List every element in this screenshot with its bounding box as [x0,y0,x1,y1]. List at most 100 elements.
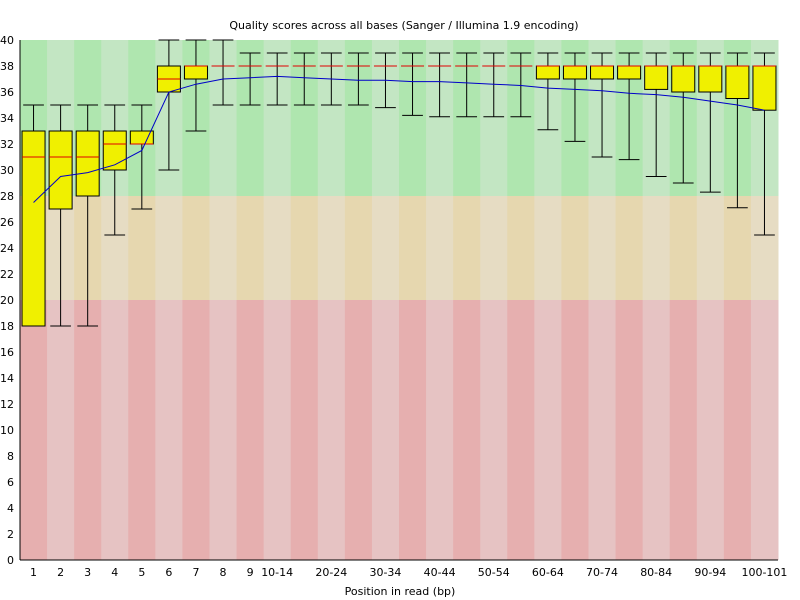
band-poor-stripe [182,300,210,560]
y-tick-label: 36 [0,86,14,99]
band-poor-stripe [263,300,292,560]
box [698,65,723,93]
y-tick-label: 0 [7,554,14,567]
band-poor-stripe [371,300,400,560]
band-reasonable-stripe [507,196,535,300]
x-tick-label: 1 [30,566,37,579]
band-reasonable-stripe [182,196,210,300]
x-tick-label: 6 [165,566,172,579]
y-tick-label: 10 [0,424,14,437]
box [183,65,208,80]
band-poor-stripe [723,300,752,560]
band-reasonable-stripe [561,196,589,300]
y-tick-label: 40 [0,34,14,47]
band-poor-stripe [750,300,779,560]
box [725,65,750,99]
x-tick-label: 90-94 [694,566,726,579]
y-tick-label: 12 [0,398,14,411]
band-poor-stripe [47,300,75,560]
box [752,65,777,111]
x-tick-label: 2 [57,566,64,579]
band-reasonable-stripe [128,196,156,300]
band-reasonable-stripe [344,196,373,300]
band-reasonable-stripe [588,196,617,300]
mean-line-layer [33,75,765,203]
band-poor-stripe [236,300,265,560]
band-poor-stripe [561,300,589,560]
y-tick-label: 8 [7,450,14,463]
band-reasonable-stripe [534,196,562,300]
box [75,130,100,197]
x-tick-label: 60-64 [532,566,564,579]
chart-title: Quality scores across all bases (Sanger … [229,19,578,32]
band-poor-stripe [101,300,129,560]
band-poor-stripe [507,300,535,560]
band-reasonable-stripe [290,196,319,300]
band-poor-stripe [615,300,644,560]
band-poor-stripe [20,300,48,560]
y-tick-label: 26 [0,216,14,229]
band-reasonable-stripe [155,196,183,300]
band-reasonable-stripe [317,196,346,300]
x-tick-label: 100-101 [741,566,787,579]
x-tick-label: 20-24 [315,566,347,579]
quality-bands [20,40,779,560]
band-poor-stripe [128,300,156,560]
y-tick-label: 34 [0,112,14,125]
band-poor-stripe [317,300,346,560]
x-tick-label: 80-84 [640,566,672,579]
y-tick-label: 28 [0,190,14,203]
box [562,65,587,80]
band-poor-stripe [74,300,102,560]
band-reasonable-stripe [399,196,427,300]
band-poor-stripe [642,300,671,560]
box [617,65,642,80]
band-reasonable-stripe [426,196,454,300]
box [48,130,73,210]
band-reasonable-stripe [236,196,265,300]
band-poor-stripe [453,300,481,560]
band-reasonable-stripe [615,196,644,300]
band-reasonable-stripe [263,196,292,300]
x-tick-label: 40-44 [424,566,456,579]
box [535,65,560,80]
y-tick-label: 6 [7,476,14,489]
x-tick-label: 4 [111,566,118,579]
band-poor-stripe [399,300,427,560]
y-tick-label: 30 [0,164,14,177]
band-poor-stripe [426,300,454,560]
band-poor-stripe [696,300,725,560]
y-tick-label: 4 [7,502,14,515]
box [102,130,127,171]
x-tick-label: 8 [220,566,227,579]
y-tick-label: 38 [0,60,14,73]
box [671,65,696,93]
box [590,65,615,80]
band-reasonable-stripe [696,196,725,300]
x-tick-label: 30-34 [369,566,401,579]
y-tick-label: 2 [7,528,14,541]
box [21,130,46,327]
band-poor-stripe [344,300,373,560]
x-axis-label: Position in read (bp) [345,585,456,598]
y-tick-label: 18 [0,320,14,333]
x-tick-label: 3 [84,566,91,579]
x-tick-label: 5 [138,566,145,579]
y-tick-label: 32 [0,138,14,151]
x-tick-label: 50-54 [478,566,510,579]
band-reasonable-stripe [371,196,400,300]
y-tick-label: 20 [0,294,14,307]
band-reasonable-stripe [480,196,508,300]
y-tick-label: 22 [0,268,14,281]
band-reasonable-stripe [669,196,698,300]
x-tick-label: 7 [192,566,199,579]
band-reasonable-stripe [453,196,481,300]
band-poor-stripe [480,300,508,560]
band-reasonable-stripe [209,196,238,300]
band-poor-stripe [209,300,238,560]
boxes-layer [21,39,777,327]
mean-line [33,75,765,203]
band-reasonable-stripe [642,196,671,300]
